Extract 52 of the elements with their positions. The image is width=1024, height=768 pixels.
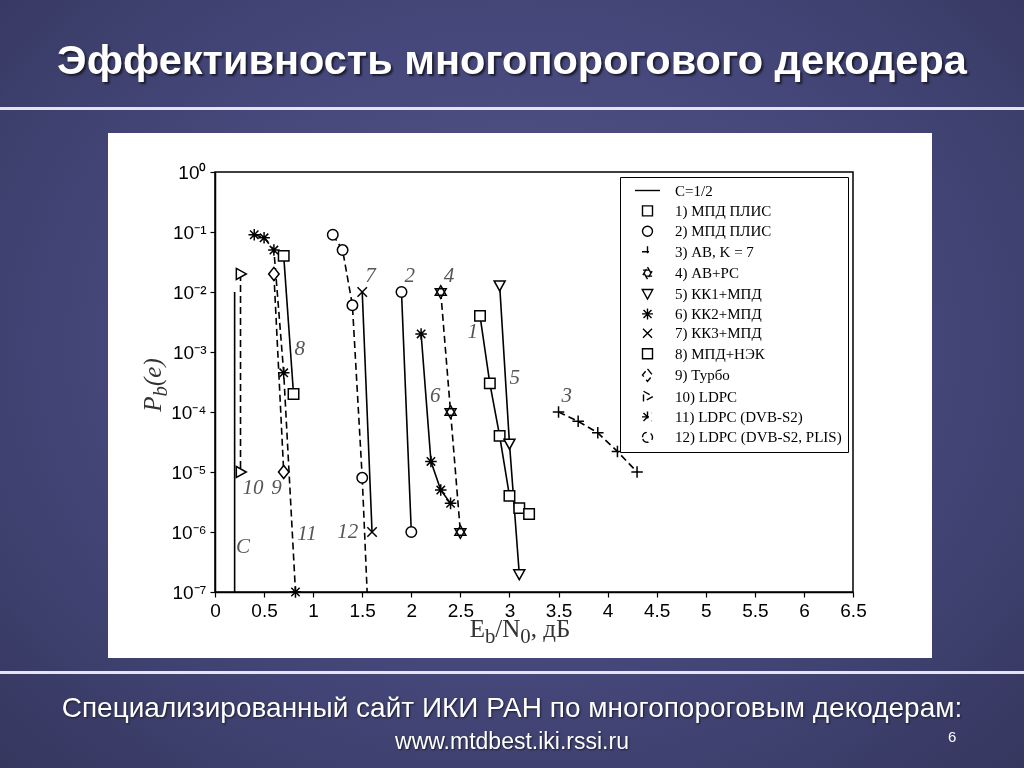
y-tick-label: 10⁻⁵ — [171, 461, 207, 483]
y-tick-label: 10⁻⁷ — [172, 581, 207, 603]
legend-label: C=1/2 — [675, 182, 713, 199]
chart-title: Эффективность многопорогового декодера — [56, 36, 968, 84]
y-tick-label: 10⁻³ — [173, 341, 207, 363]
annotation: 5 — [509, 364, 521, 389]
x-tick-label: 5 — [700, 599, 712, 621]
legend-label: 1) МПД ПЛИС — [675, 202, 772, 220]
x-tick-label: 1 — [308, 599, 319, 621]
x-tick-label: 4 — [602, 599, 614, 621]
legend-label: 10) LDPC — [675, 388, 738, 406]
annotation: 9 — [271, 475, 283, 499]
annotation: C — [235, 534, 251, 559]
legend-label: 6) КК2+МПД — [675, 305, 762, 323]
annotation: 12 — [337, 519, 359, 543]
x-tick-label: 0.5 — [251, 599, 278, 621]
legend-label: 7) КК3+МПД — [675, 325, 762, 343]
annotation: 7 — [365, 263, 378, 287]
annotation: 2 — [404, 263, 416, 287]
legend-label: 9) Турбо — [675, 367, 730, 385]
annotation: 11 — [297, 521, 317, 546]
legend-label: 2) МПД ПЛИС — [675, 223, 772, 241]
x-tick-label: 3 — [504, 599, 516, 621]
text: Специализированный сайт ИКИ РАН по многопороговым декодерам: — [60, 692, 964, 724]
x-tick-label: 2 — [406, 599, 418, 621]
x-tick-label: 6.5 — [840, 599, 867, 621]
y-tick-label: 10⁰ — [178, 161, 207, 183]
y-tick-label: 10⁻⁶ — [171, 521, 207, 543]
x-tick-label: 3.5 — [545, 599, 573, 621]
annotation: 8 — [294, 336, 306, 361]
x-tick-label: 1.5 — [349, 599, 376, 621]
y-tick-label: 10⁻⁴ — [171, 401, 207, 423]
y-tick-label: 10⁻² — [173, 281, 207, 303]
legend-label: 11) LDPC (DVB-S2) — [675, 408, 803, 426]
x-tick-label: 6 — [799, 599, 810, 621]
x-tick-label: 0 — [210, 599, 221, 621]
legend-label: 12) LDPC (DVB-S2, PLIS) — [675, 429, 842, 447]
annotation: 1 — [467, 318, 479, 343]
annotation: 3 — [560, 383, 573, 407]
annotation: 10 — [242, 475, 265, 499]
legend-label: 4) АВ+РС — [675, 265, 740, 283]
x-tick-label: 2.5 — [447, 599, 475, 621]
legend-label: 5) КК1+МПД — [675, 285, 762, 303]
x-tick-label: 5.5 — [742, 599, 769, 621]
text: www.mtdbest.iki.rssi.ru — [395, 728, 629, 754]
text: 6 — [948, 728, 957, 745]
annotation: 6 — [430, 383, 442, 407]
y-tick-label: 10⁻¹ — [173, 221, 207, 243]
annotation: 4 — [443, 263, 455, 287]
x-tick-label: 4.5 — [643, 599, 671, 621]
legend-label: 8) МПД+НЭК — [675, 345, 766, 363]
legend-label: 3) АВ, K = 7 — [675, 243, 755, 261]
